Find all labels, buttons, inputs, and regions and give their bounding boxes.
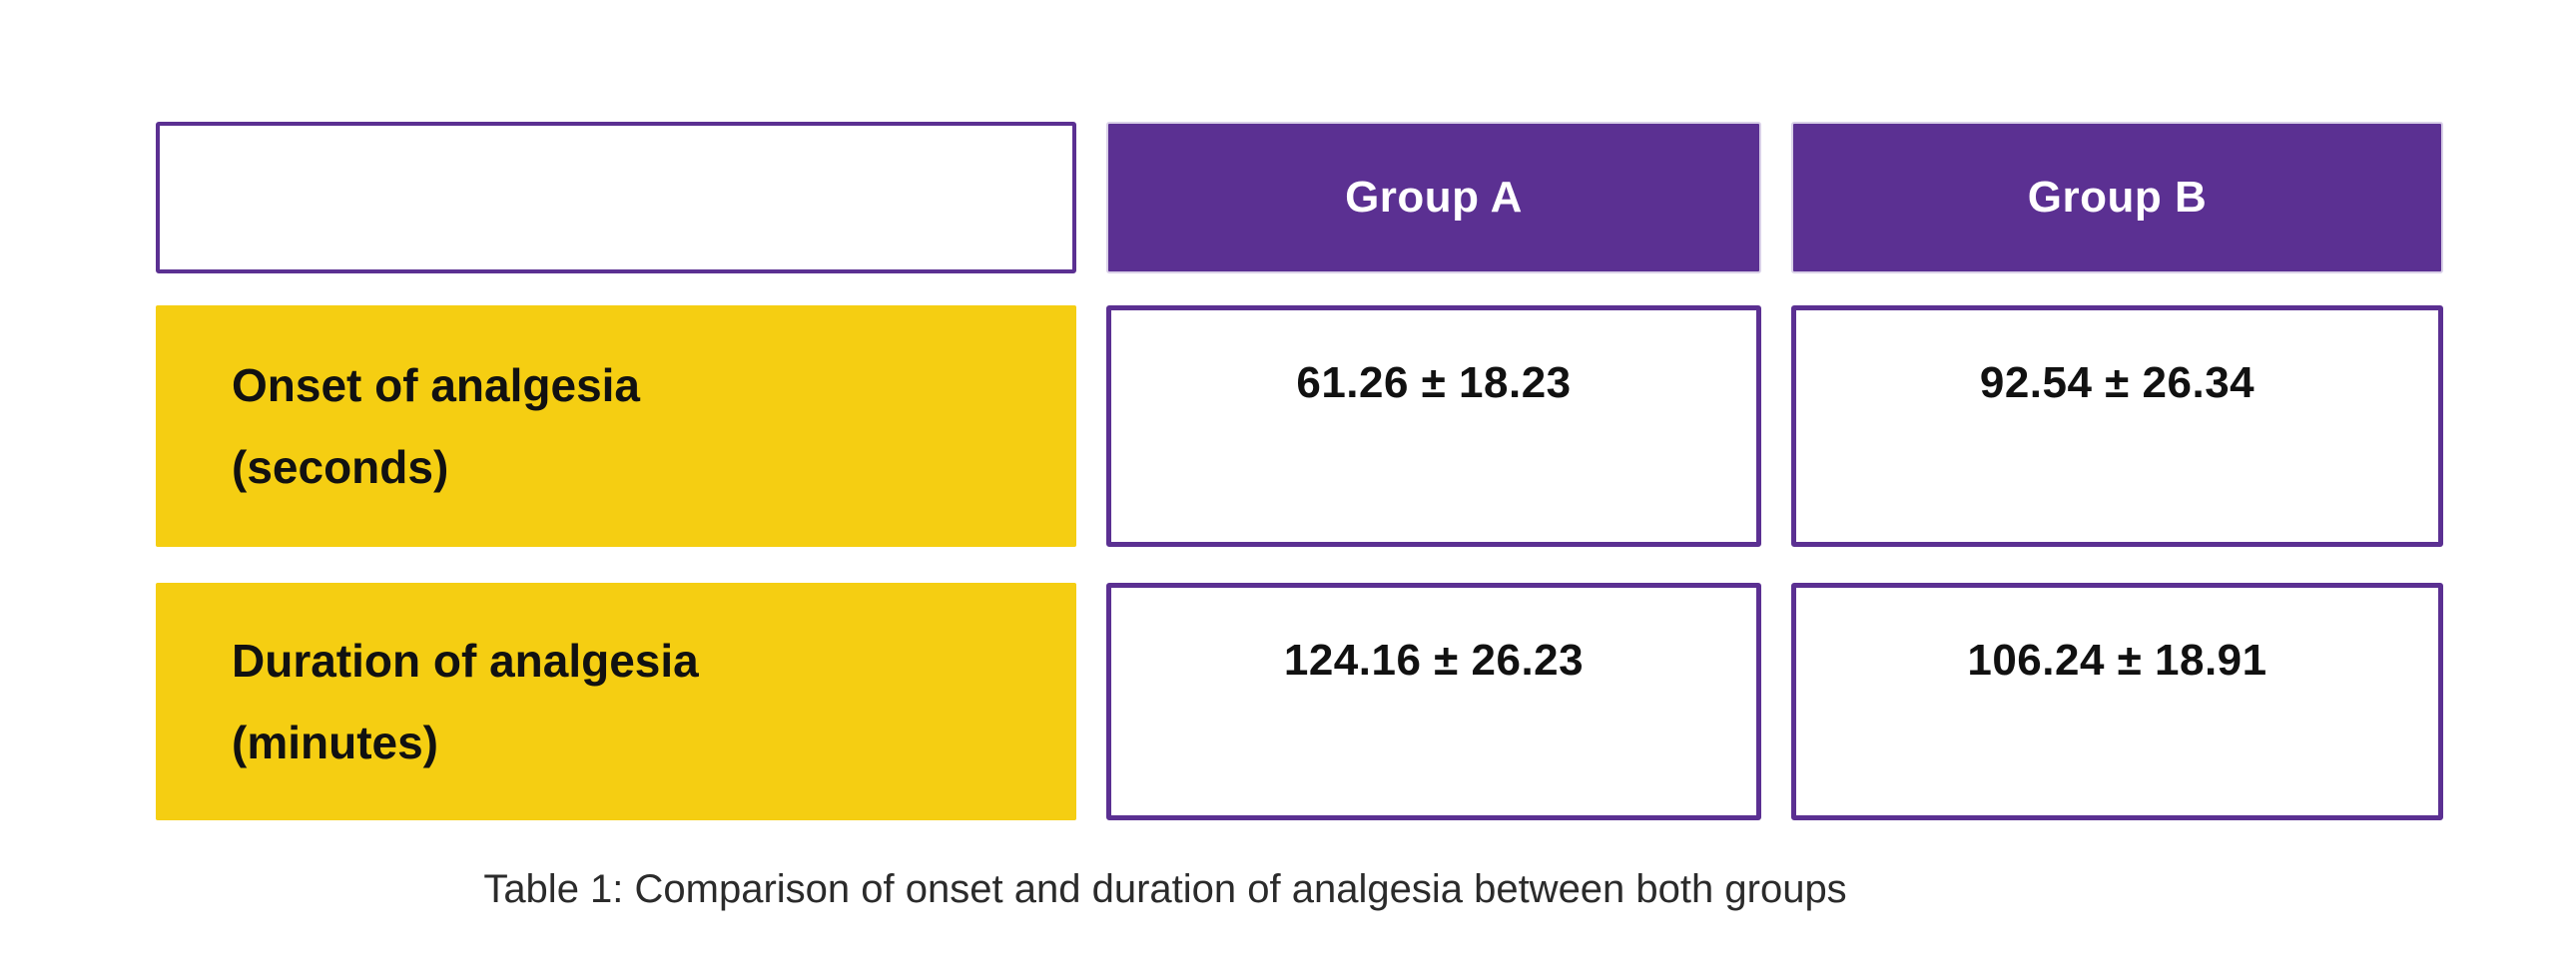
value-onset-group-b-text: 92.54 ± 26.34 [1979,358,2255,407]
table-corner-cell [156,122,1076,273]
row-label-onset-text: Onset of analgesia [232,359,641,411]
column-header-group-b: Group B [1791,122,2443,273]
column-header-group-a: Group A [1106,122,1761,273]
value-duration-group-b-text: 106.24 ± 18.91 [1967,636,2267,685]
row-label-onset-unit: (seconds) [232,441,449,493]
value-duration-group-a-text: 124.16 ± 26.23 [1283,636,1585,685]
value-onset-group-a-text: 61.26 ± 18.23 [1296,358,1572,407]
column-header-group-b-label: Group B [2027,173,2208,222]
column-header-group-a-label: Group A [1345,173,1523,222]
row-label-duration-text: Duration of analgesia [232,635,699,687]
row-label-onset: Onset of analgesia (seconds) [156,305,1076,547]
value-duration-group-b: 106.24 ± 18.91 [1791,583,2443,820]
value-onset-group-a: 61.26 ± 18.23 [1106,305,1761,547]
row-label-duration-unit: (minutes) [232,717,438,768]
row-label-duration: Duration of analgesia (minutes) [156,583,1076,820]
value-onset-group-b: 92.54 ± 26.34 [1791,305,2443,547]
table-caption: Table 1: Comparison of onset and duratio… [483,867,1847,911]
value-duration-group-a: 124.16 ± 26.23 [1106,583,1761,820]
